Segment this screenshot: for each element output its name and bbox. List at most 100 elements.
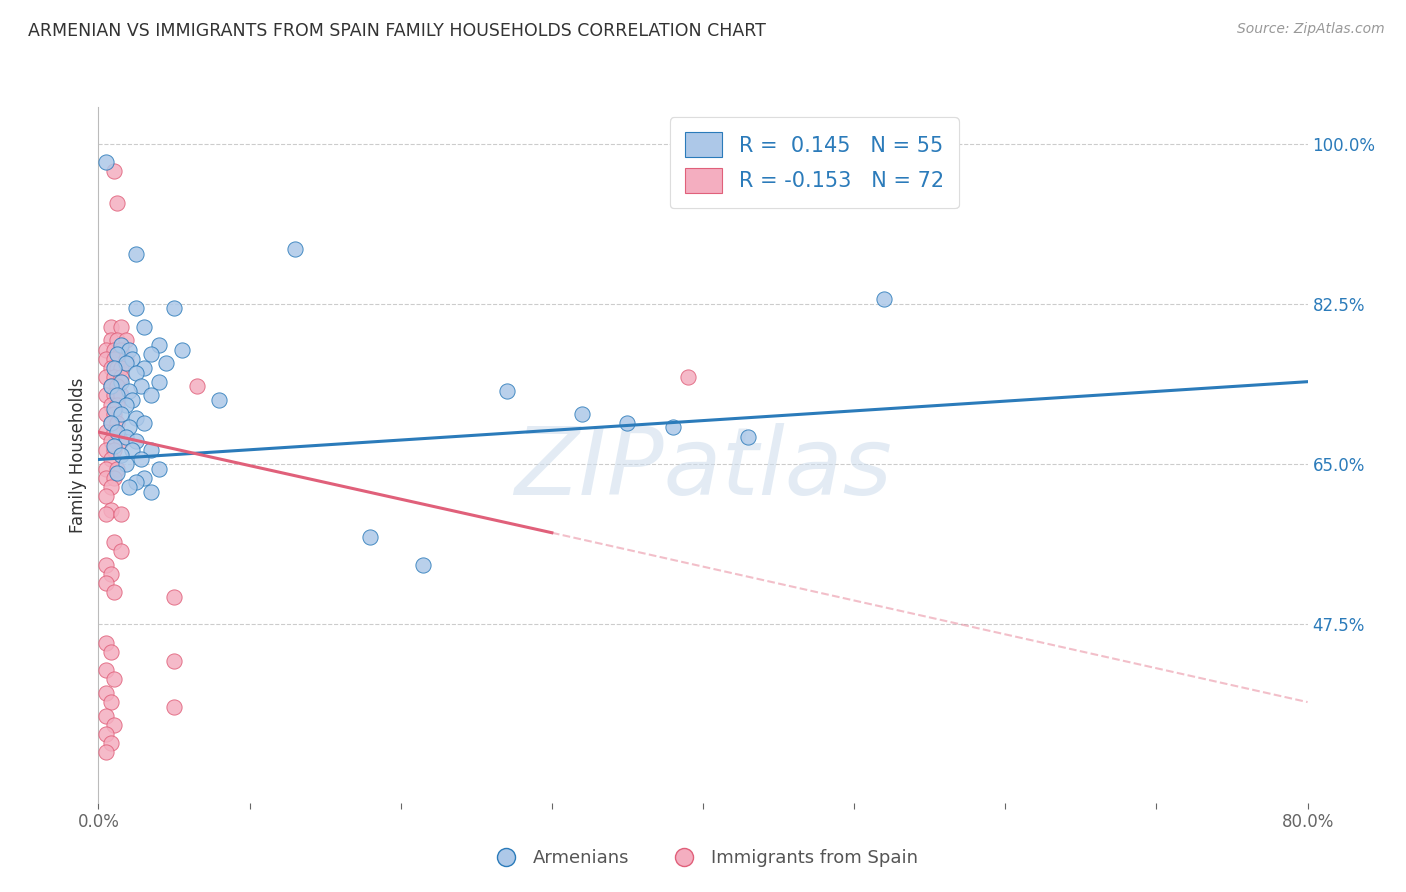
Point bbox=[105, 461, 128, 475]
Point bbox=[148, 338, 170, 352]
Point bbox=[100, 566, 122, 581]
Point bbox=[100, 416, 122, 430]
Point bbox=[121, 443, 143, 458]
Point bbox=[105, 379, 128, 393]
Point bbox=[125, 475, 148, 490]
Legend: R =  0.145   N = 55, R = -0.153   N = 72: R = 0.145 N = 55, R = -0.153 N = 72 bbox=[671, 118, 959, 208]
Point bbox=[94, 686, 117, 700]
Point bbox=[737, 429, 759, 443]
Point bbox=[125, 434, 148, 449]
Point bbox=[110, 388, 132, 402]
Point bbox=[118, 384, 141, 398]
Point bbox=[360, 530, 382, 544]
Point bbox=[132, 416, 155, 430]
Point bbox=[105, 416, 128, 430]
Point bbox=[103, 425, 125, 439]
Point bbox=[100, 695, 122, 709]
Point bbox=[110, 544, 132, 558]
Point bbox=[110, 361, 132, 376]
Point bbox=[100, 379, 122, 393]
Point bbox=[100, 503, 122, 517]
Point bbox=[94, 155, 117, 169]
Text: ARMENIAN VS IMMIGRANTS FROM SPAIN FAMILY HOUSEHOLDS CORRELATION CHART: ARMENIAN VS IMMIGRANTS FROM SPAIN FAMILY… bbox=[28, 22, 766, 40]
Point bbox=[94, 746, 117, 760]
Point bbox=[103, 407, 125, 421]
Point bbox=[105, 467, 128, 481]
Point bbox=[110, 375, 132, 389]
Point bbox=[155, 356, 177, 370]
Point bbox=[100, 379, 122, 393]
Point bbox=[125, 411, 148, 425]
Point bbox=[125, 366, 148, 380]
Point bbox=[148, 461, 170, 475]
Point bbox=[100, 480, 122, 494]
Point bbox=[94, 558, 117, 572]
Point bbox=[110, 319, 132, 334]
Point bbox=[100, 398, 122, 412]
Point bbox=[105, 347, 128, 361]
Point bbox=[118, 480, 141, 494]
Point bbox=[412, 558, 434, 572]
Point bbox=[125, 246, 148, 260]
Point bbox=[105, 361, 128, 376]
Point bbox=[114, 351, 136, 366]
Point bbox=[94, 407, 117, 421]
Point bbox=[125, 301, 148, 316]
Point bbox=[94, 727, 117, 741]
Point bbox=[141, 388, 163, 402]
Point bbox=[662, 420, 685, 434]
Point bbox=[186, 379, 208, 393]
Point bbox=[284, 242, 307, 256]
Point bbox=[208, 392, 231, 407]
Point bbox=[94, 508, 117, 522]
Point bbox=[110, 370, 132, 384]
Point bbox=[103, 402, 125, 417]
Point bbox=[163, 590, 186, 604]
Point bbox=[103, 439, 125, 453]
Point bbox=[114, 429, 136, 443]
Point bbox=[121, 392, 143, 407]
Point bbox=[94, 370, 117, 384]
Point bbox=[132, 319, 155, 334]
Point bbox=[103, 471, 125, 485]
Point bbox=[105, 196, 128, 211]
Point bbox=[94, 663, 117, 677]
Point bbox=[105, 334, 128, 348]
Point bbox=[103, 718, 125, 732]
Text: Source: ZipAtlas.com: Source: ZipAtlas.com bbox=[1237, 22, 1385, 37]
Point bbox=[141, 347, 163, 361]
Point bbox=[94, 425, 117, 439]
Text: ZIPatlas: ZIPatlas bbox=[515, 424, 891, 515]
Point bbox=[94, 635, 117, 649]
Point bbox=[100, 319, 122, 334]
Point bbox=[94, 471, 117, 485]
Point bbox=[103, 443, 125, 458]
Point bbox=[94, 489, 117, 503]
Point bbox=[103, 351, 125, 366]
Point bbox=[103, 370, 125, 384]
Point bbox=[132, 471, 155, 485]
Point bbox=[100, 334, 122, 348]
Point bbox=[571, 407, 593, 421]
Point bbox=[100, 736, 122, 750]
Point bbox=[103, 164, 125, 178]
Point bbox=[100, 452, 122, 467]
Point bbox=[110, 434, 132, 449]
Point bbox=[616, 416, 638, 430]
Point bbox=[129, 452, 152, 467]
Point bbox=[94, 351, 117, 366]
Point bbox=[100, 645, 122, 659]
Point bbox=[94, 343, 117, 357]
Point bbox=[121, 351, 143, 366]
Point bbox=[100, 416, 122, 430]
Point bbox=[94, 388, 117, 402]
Point bbox=[170, 343, 193, 357]
Point bbox=[873, 293, 896, 307]
Point bbox=[110, 407, 132, 421]
Point bbox=[132, 361, 155, 376]
Point bbox=[114, 356, 136, 370]
Point bbox=[100, 361, 122, 376]
Point bbox=[94, 461, 117, 475]
Point bbox=[114, 398, 136, 412]
Point bbox=[94, 443, 117, 458]
